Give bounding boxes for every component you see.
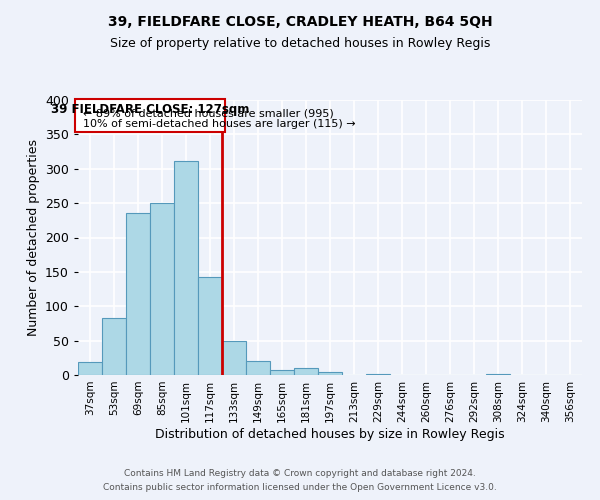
Text: Contains HM Land Registry data © Crown copyright and database right 2024.: Contains HM Land Registry data © Crown c…: [124, 468, 476, 477]
Bar: [486, 374, 510, 375]
Bar: [366, 374, 390, 375]
Bar: [126, 214, 150, 375]
Bar: [318, 372, 342, 375]
Bar: [102, 318, 126, 375]
Text: Size of property relative to detached houses in Rowley Regis: Size of property relative to detached ho…: [110, 38, 490, 51]
FancyBboxPatch shape: [76, 98, 224, 132]
Text: 39 FIELDFARE CLOSE: 127sqm: 39 FIELDFARE CLOSE: 127sqm: [51, 103, 249, 116]
Y-axis label: Number of detached properties: Number of detached properties: [26, 139, 40, 336]
Bar: [78, 362, 102, 375]
Bar: [198, 278, 222, 375]
Bar: [174, 160, 198, 375]
Text: Contains public sector information licensed under the Open Government Licence v3: Contains public sector information licen…: [103, 484, 497, 492]
Text: ← 89% of detached houses are smaller (995): ← 89% of detached houses are smaller (99…: [83, 109, 334, 119]
X-axis label: Distribution of detached houses by size in Rowley Regis: Distribution of detached houses by size …: [155, 428, 505, 440]
Bar: [294, 368, 318, 375]
Bar: [222, 340, 246, 375]
Bar: [270, 370, 294, 375]
Bar: [246, 361, 270, 375]
Text: 10% of semi-detached houses are larger (115) →: 10% of semi-detached houses are larger (…: [83, 119, 356, 129]
Text: 39, FIELDFARE CLOSE, CRADLEY HEATH, B64 5QH: 39, FIELDFARE CLOSE, CRADLEY HEATH, B64 …: [107, 15, 493, 29]
Bar: [150, 203, 174, 375]
